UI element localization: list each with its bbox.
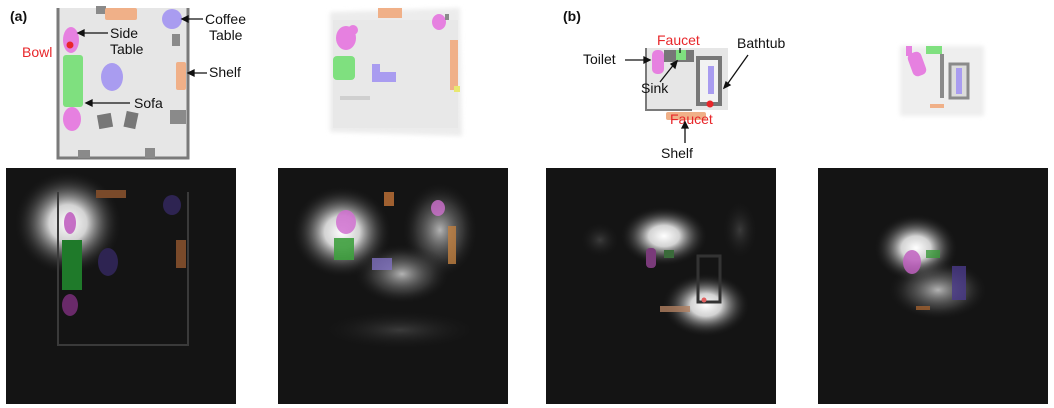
arrows-b bbox=[625, 48, 749, 143]
heatmap-b-ground-truth bbox=[546, 168, 776, 404]
chair-pink-a bbox=[63, 107, 81, 131]
toilet-b bbox=[652, 50, 664, 74]
map-b-predicted bbox=[900, 46, 984, 116]
map-a-predicted bbox=[330, 8, 462, 136]
label-shelf-b: Shelf bbox=[661, 145, 693, 161]
heatmap-b-predicted bbox=[818, 168, 1048, 404]
label-bathtub: Bathtub bbox=[737, 35, 785, 51]
shelf-top-a bbox=[105, 8, 137, 20]
label-coffee-table-1: Coffee bbox=[205, 11, 246, 27]
label-faucet-top: Faucet bbox=[657, 32, 700, 48]
label-side-table-2: Table bbox=[110, 41, 144, 57]
label-sofa: Sofa bbox=[134, 95, 163, 111]
shelf-right-a bbox=[176, 62, 186, 90]
heatmap-a-predicted bbox=[278, 168, 508, 404]
map-b-ground-truth bbox=[645, 48, 728, 120]
label-side-table-1: Side bbox=[110, 25, 138, 41]
coffee-table-a bbox=[162, 9, 182, 29]
bowl-a bbox=[66, 41, 74, 49]
sofa-a bbox=[63, 55, 83, 107]
label-coffee-table-2: Table bbox=[209, 27, 243, 43]
table-a bbox=[101, 63, 123, 91]
map-a-ground-truth bbox=[56, 6, 190, 160]
panel-label-b: (b) bbox=[563, 8, 581, 24]
label-sink: Sink bbox=[641, 80, 669, 96]
arrows-a bbox=[76, 14, 207, 108]
label-bowl: Bowl bbox=[22, 44, 52, 60]
label-toilet: Toilet bbox=[583, 51, 616, 67]
shelf-b bbox=[666, 112, 706, 120]
heatmap-a-ground-truth bbox=[6, 168, 236, 404]
label-faucet-bottom: Faucet bbox=[670, 111, 713, 127]
panel-label-a: (a) bbox=[10, 8, 27, 24]
side-table-a bbox=[63, 27, 79, 53]
label-shelf-a: Shelf bbox=[209, 64, 241, 80]
sink-b bbox=[676, 50, 686, 60]
faucet-b-bottom bbox=[706, 100, 714, 108]
